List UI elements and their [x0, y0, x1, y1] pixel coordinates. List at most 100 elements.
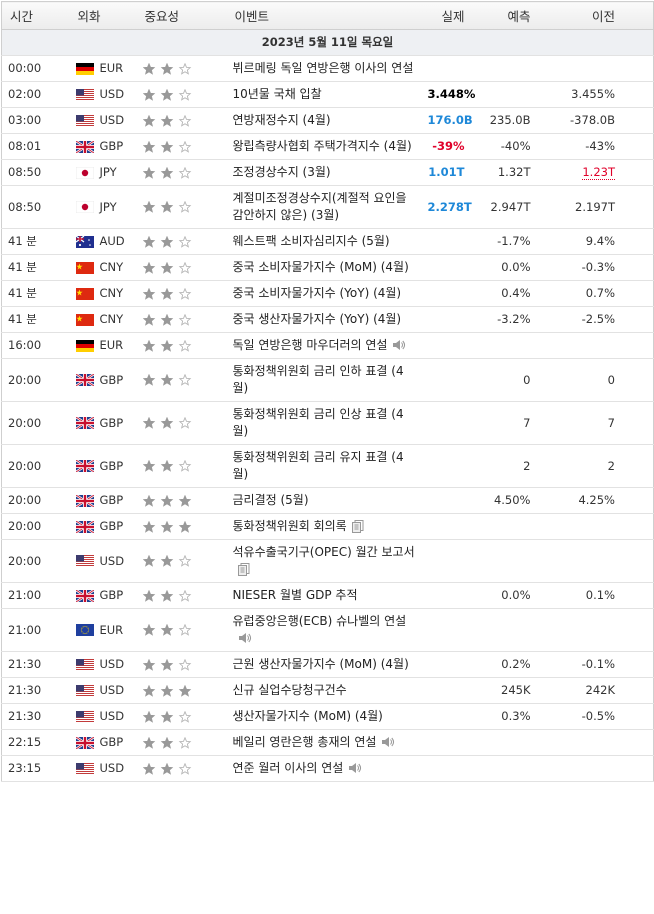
star [142, 261, 155, 274]
currency-cell: USD [69, 755, 137, 782]
event-row: 20:00 GBP 통화정책위원회 금리 인하 표결 (4월) 0 0 [1, 358, 654, 402]
importance-cell [136, 582, 227, 609]
event-cell: 중국 생산자물가지수 (YoY) (4월) [226, 306, 422, 333]
event-cell: 금리결정 (5월) [226, 487, 422, 514]
star [142, 114, 155, 127]
forecast [471, 513, 537, 540]
forecast: -1.7% [471, 228, 537, 255]
event-name: 근원 생산자물가지수 (MoM) (4월) [232, 657, 409, 671]
star [142, 736, 155, 749]
forecast: 7 [471, 401, 537, 445]
star [178, 684, 191, 697]
previous: 3.455% [536, 81, 654, 108]
previous-value: -2.5% [581, 312, 615, 326]
forecast: 0 [471, 358, 537, 402]
previous-value: -0.3% [581, 260, 615, 274]
star [160, 287, 173, 300]
star [160, 589, 173, 602]
event-row: 41 분 AUD 웨스트팩 소비자심리지수 (5월) -1.7% 9.4% [1, 228, 654, 255]
actual [421, 254, 472, 281]
importance-stars [142, 459, 191, 472]
event-row: 21:00 GBP NIESER 월별 GDP 추적 0.0% 0.1% [1, 582, 654, 609]
actual: 2.278T [421, 185, 472, 229]
event-name: 유럽중앙은행(ECB) 슈나벨의 연설 [232, 614, 407, 628]
star [160, 140, 173, 153]
currency: JPY [99, 199, 117, 214]
calendar-table: 시간 외화 중요성 이벤트 실제 예측 이전 2023년 5월 11일 목요일 … [1, 1, 654, 782]
event-cell: 계절미조정경상수지(계절적 요인을 감안하지 않은) (3월) [226, 185, 422, 229]
flag-icon [75, 710, 94, 723]
actual [421, 401, 472, 445]
importance-cell [136, 608, 227, 652]
forecast [471, 608, 537, 652]
currency-cell: USD [69, 107, 137, 134]
forecast [471, 539, 537, 583]
event-cell: 중국 소비자물가지수 (MoM) (4월) [226, 254, 422, 281]
star [178, 554, 191, 567]
previous: 9.4% [536, 228, 654, 255]
star [178, 62, 191, 75]
currency-cell: GBP [69, 401, 137, 445]
importance-stars [142, 589, 191, 602]
speaker-icon [238, 633, 251, 643]
time: 08:50 [1, 185, 70, 229]
importance-stars [142, 88, 191, 101]
event-name: 중국 생산자물가지수 (YoY) (4월) [232, 312, 402, 326]
star [178, 710, 191, 723]
time: 21:30 [1, 677, 70, 704]
flag-icon [74, 373, 95, 387]
importance-stars [142, 520, 191, 533]
previous-value: -43% [585, 139, 615, 153]
event-name: 왕립측량사협회 주택가격지수 (4월) [232, 139, 412, 153]
event-row: 41 분 CNY 중국 소비자물가지수 (YoY) (4월) 0.4% 0.7% [1, 280, 654, 307]
star [160, 200, 173, 213]
star [142, 623, 155, 636]
star [160, 166, 173, 179]
star [160, 339, 173, 352]
importance-cell [136, 539, 227, 583]
actual: 176.0B [421, 107, 473, 134]
time: 00:00 [1, 55, 70, 82]
forecast [471, 755, 537, 782]
star [160, 62, 173, 75]
importance-cell [136, 703, 227, 730]
time: 02:00 [1, 81, 70, 108]
flag-icon [75, 88, 94, 101]
importance-cell [136, 487, 227, 514]
event-row: 03:00 USD 연방재정수지 (4월) 176.0B 235.0B -378.0B [1, 107, 654, 134]
forecast: 235.0B [471, 107, 537, 134]
event-name: 통화정책위원회 금리 인하 표결 (4월) [232, 364, 404, 395]
currency-cell: EUR [69, 332, 137, 359]
event-cell: 독일 연방은행 마우더러의 연설 [226, 332, 422, 359]
event-cell: 웨스트팩 소비자심리지수 (5월) [226, 228, 422, 255]
forecast: 2.947T [471, 185, 537, 229]
event-cell: 근원 생산자물가지수 (MoM) (4월) [226, 651, 422, 678]
event-name: 생산자물가지수 (MoM) (4월) [232, 709, 383, 723]
time: 21:30 [1, 651, 70, 678]
currency-cell: GBP [69, 358, 137, 402]
importance-stars [142, 62, 191, 75]
previous: -2.5% [536, 306, 654, 333]
star [160, 554, 173, 567]
importance-cell [136, 729, 227, 756]
event-cell: 10년물 국채 입찰 [226, 81, 422, 108]
currency-cell: EUR [69, 55, 137, 82]
event-row: 08:01 GBP 왕립측량사협회 주택가격지수 (4월) -39% -40% -43% [1, 133, 654, 160]
importance-cell [136, 513, 227, 540]
currency: USD [99, 683, 125, 697]
event-row: 21:30 USD 생산자물가지수 (MoM) (4월) 0.3% -0.5% [1, 703, 654, 730]
event-name: 뷔르메링 독일 연방은행 이사의 연설 [232, 61, 414, 75]
star [160, 684, 173, 697]
currency: GBP [99, 493, 124, 507]
importance-cell [136, 133, 227, 160]
currency: USD [99, 761, 125, 775]
importance-stars [142, 554, 191, 567]
currency: EUR [99, 338, 124, 352]
previous: 2.197T [536, 185, 654, 229]
event-name: 웨스트팩 소비자심리지수 (5월) [232, 234, 390, 248]
star [178, 459, 191, 472]
currency: GBP [99, 372, 124, 387]
actual [421, 755, 472, 782]
previous: 7 [536, 401, 654, 445]
star [178, 313, 191, 326]
